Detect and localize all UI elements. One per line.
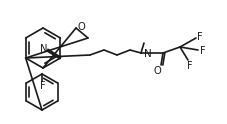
Text: O: O: [153, 66, 161, 76]
Text: O: O: [77, 22, 85, 32]
Text: N: N: [144, 49, 152, 59]
Text: F: F: [187, 61, 193, 71]
Text: F: F: [197, 32, 203, 42]
Text: N: N: [39, 44, 47, 54]
Text: F: F: [200, 46, 206, 56]
Text: F: F: [40, 81, 46, 91]
